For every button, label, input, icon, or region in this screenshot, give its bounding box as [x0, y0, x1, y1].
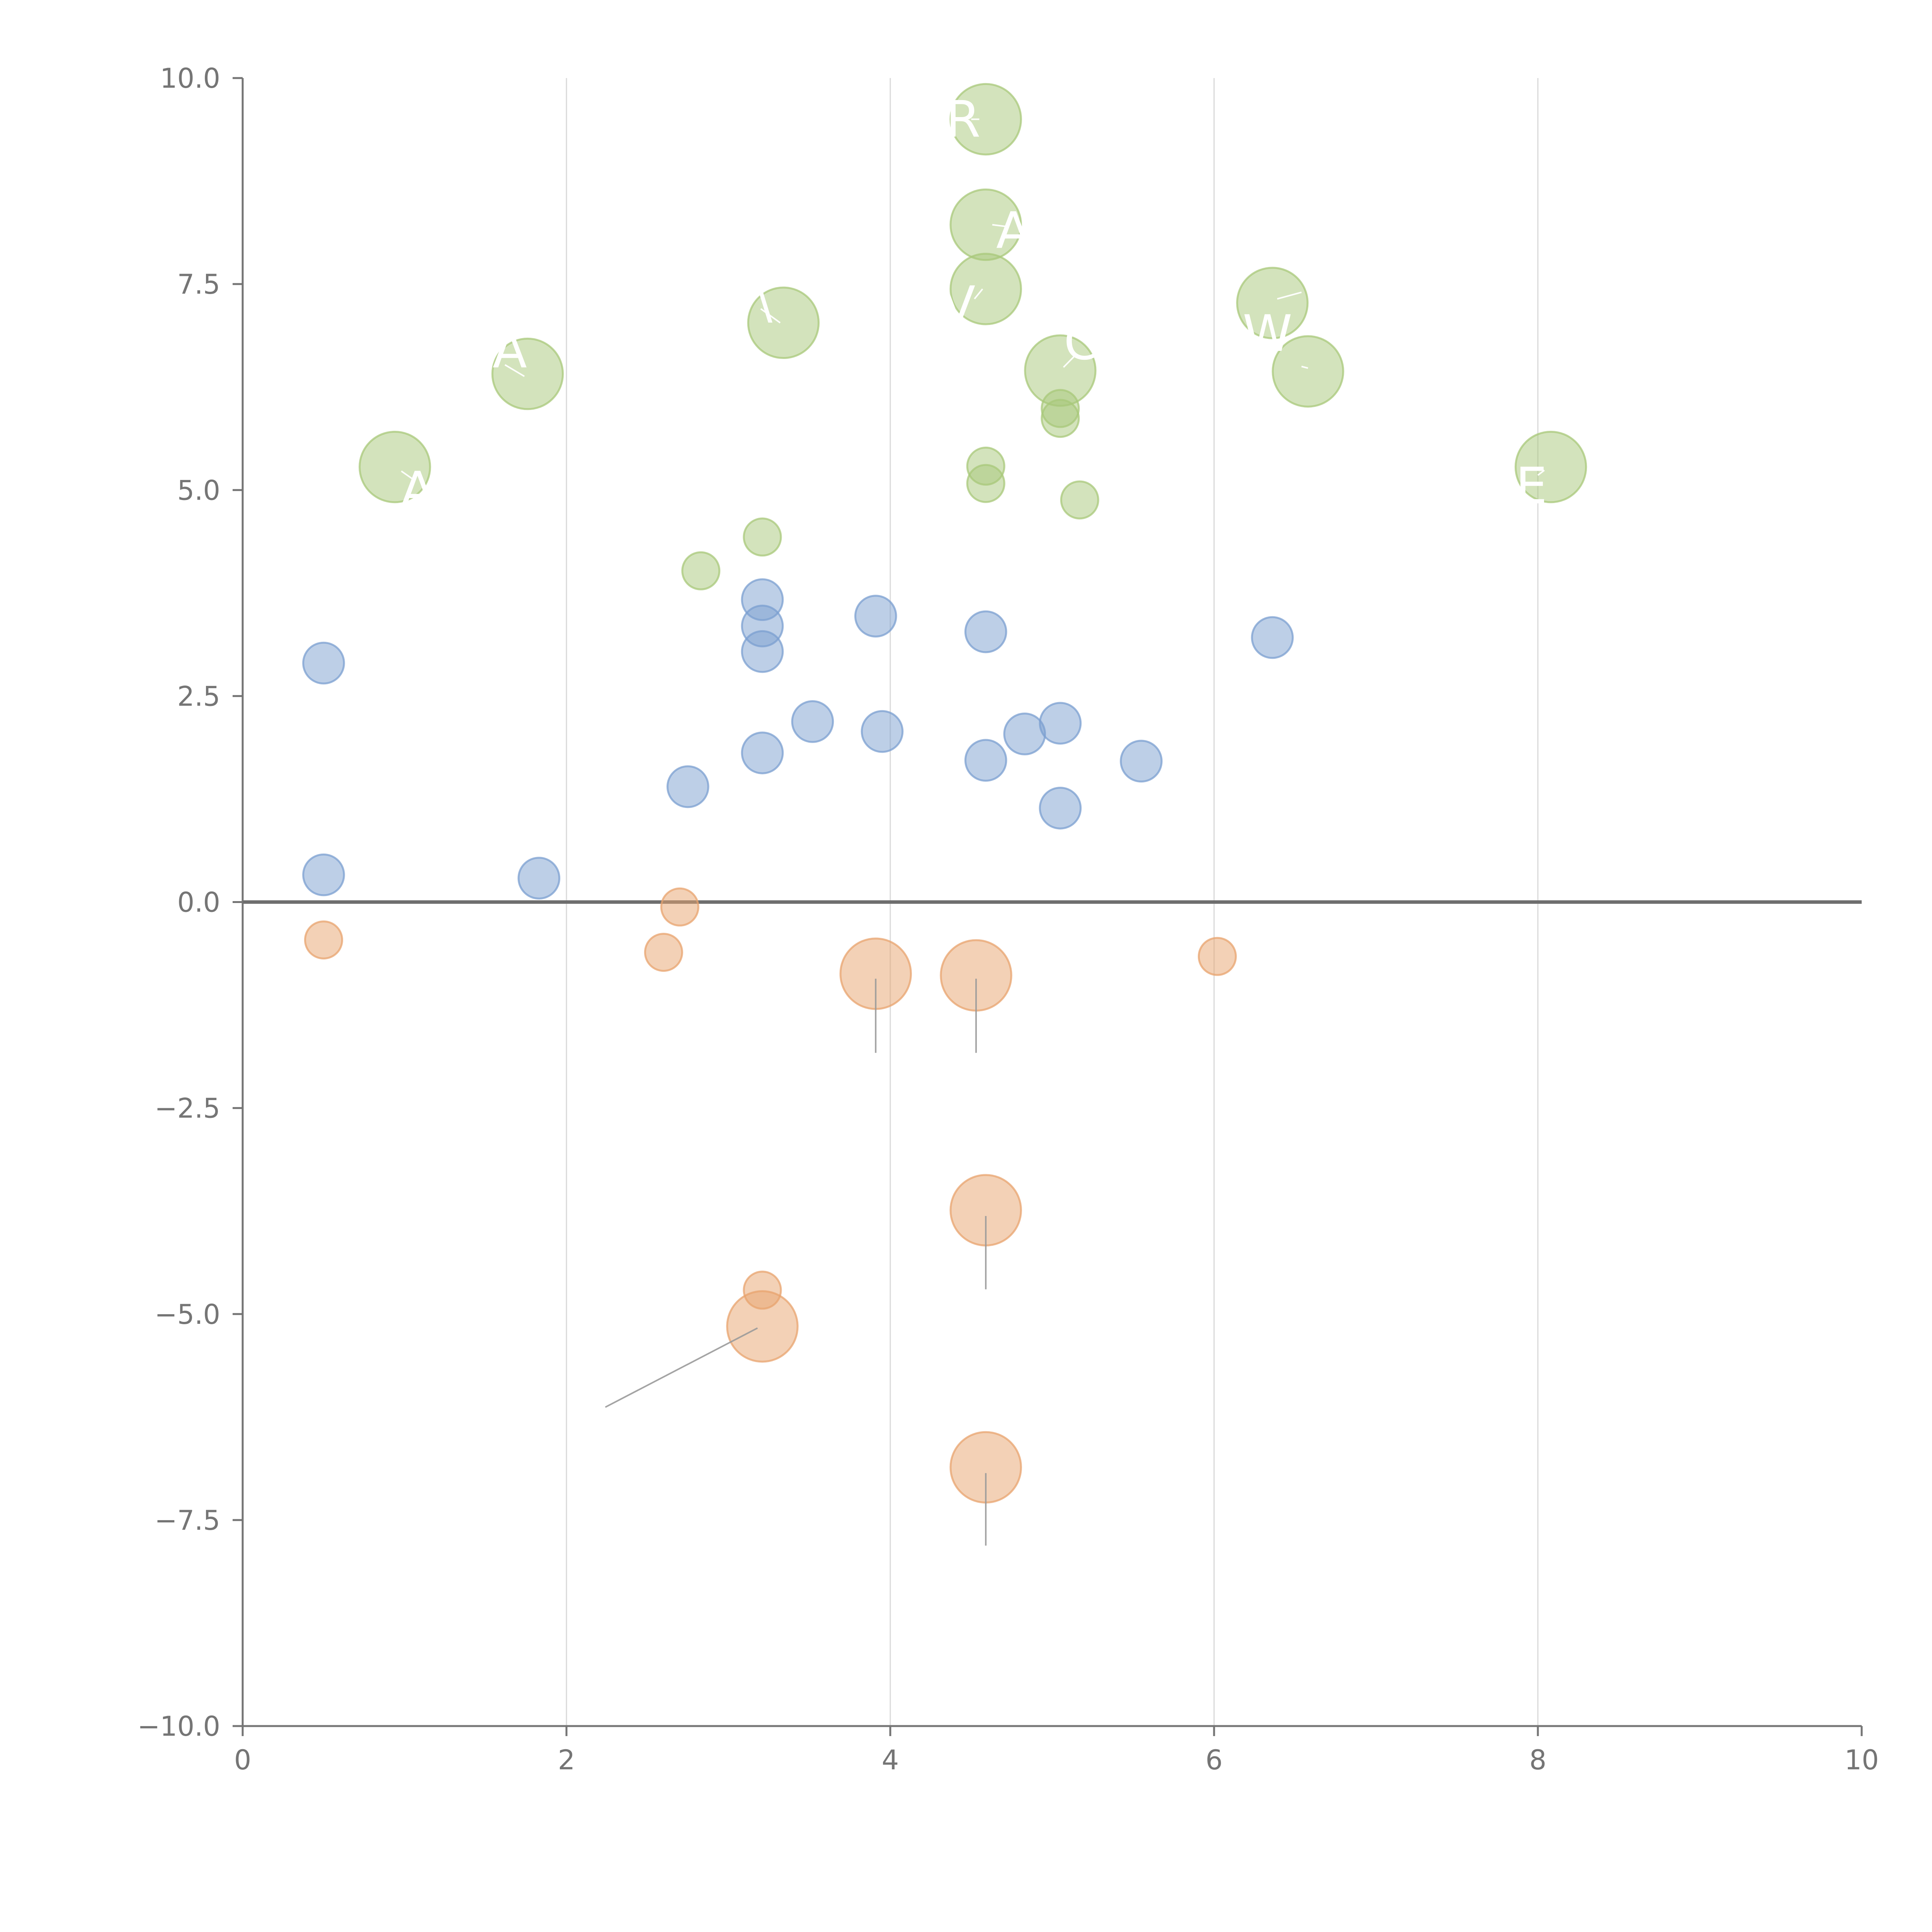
- green-bubble: [1272, 335, 1344, 408]
- blue-bubble: [741, 630, 784, 673]
- blue-bubble: [1039, 787, 1082, 830]
- green-point-label: E: [1515, 457, 1547, 515]
- blue-bubble: [741, 731, 784, 774]
- green-point-label: A: [493, 321, 527, 379]
- green-leader-line: [992, 224, 1005, 227]
- green-point-label: A: [400, 461, 435, 519]
- orange-bubble: [1197, 937, 1237, 976]
- green-point-label: A: [996, 201, 1031, 260]
- green-point-label: \: [755, 271, 772, 330]
- green-leader-line: [401, 470, 415, 481]
- green-leader-line: [974, 288, 983, 299]
- green-bubble: [949, 83, 1022, 156]
- green-bubble: [359, 430, 431, 503]
- green-point-label: C: [1064, 312, 1099, 371]
- points-layer: [302, 83, 1587, 1504]
- green-leader-line: [1063, 353, 1077, 368]
- green-bubble: [1060, 480, 1099, 520]
- green-leader-line: [1277, 291, 1302, 300]
- blue-bubble: [302, 641, 345, 685]
- x-tick-label: 6: [1206, 1744, 1223, 1776]
- orange-bubble: [304, 920, 343, 960]
- y-tick-label: −5.0: [155, 1299, 220, 1330]
- ticks-layer: 0 2 4 6 8 10 10.0 7.5 5.0 2.5 0.0 −2.5 −5.0 −7.5 −10.0: [137, 63, 1879, 1776]
- blue-bubble: [517, 857, 561, 900]
- y-tick-label: −7.5: [155, 1505, 220, 1536]
- orange-bubble: [726, 1290, 799, 1363]
- blue-bubble: [854, 595, 897, 638]
- green-leader-line: [760, 308, 781, 323]
- green-point-label: V: [941, 275, 976, 334]
- x-tick-label: 4: [882, 1744, 899, 1776]
- green-bubble: [949, 253, 1022, 325]
- green-bubble: [491, 337, 564, 410]
- leader-layer: [401, 118, 1545, 1546]
- green-leader-line: [1537, 469, 1545, 476]
- y-tick-label: 5.0: [177, 474, 220, 506]
- green-bubble: [1236, 267, 1309, 339]
- blue-bubble: [964, 610, 1007, 653]
- green-bubble: [747, 286, 820, 359]
- y-tick-label: 10.0: [160, 63, 220, 94]
- green-bubble: [1514, 430, 1587, 503]
- green-point-label: R: [946, 90, 980, 149]
- y-tick-label: 0.0: [177, 887, 220, 918]
- blue-bubble: [861, 710, 904, 753]
- blue-bubble: [964, 739, 1007, 782]
- blue-bubble: [1003, 713, 1046, 755]
- blue-bubble: [302, 853, 345, 896]
- x-tick-label: 2: [558, 1744, 575, 1776]
- y-tick-label: −10.0: [137, 1711, 220, 1742]
- green-bubble: [966, 464, 1005, 503]
- orange-leader-line: [605, 1327, 758, 1408]
- green-bubble: [681, 551, 721, 590]
- y-tick-label: 7.5: [177, 269, 220, 300]
- y-tick-label: 2.5: [177, 680, 220, 712]
- blue-bubble: [791, 700, 834, 743]
- green-point-label: W: [1243, 304, 1293, 363]
- x-tick-label: 8: [1529, 1744, 1547, 1776]
- blue-bubble: [1251, 616, 1294, 659]
- green-bubble: [1041, 399, 1080, 438]
- x-tick-label: 10: [1844, 1744, 1879, 1776]
- orange-bubble: [660, 887, 699, 927]
- blue-bubble: [1039, 702, 1082, 745]
- blue-bubble: [666, 765, 709, 808]
- orange-bubble: [644, 933, 683, 972]
- green-leader-line: [504, 364, 525, 377]
- x-tick-label: 0: [234, 1744, 252, 1776]
- green-bubble: [743, 517, 782, 557]
- blue-bubble: [1120, 740, 1163, 783]
- green-leader-line: [1301, 366, 1308, 369]
- y-tick-label: −2.5: [155, 1093, 220, 1124]
